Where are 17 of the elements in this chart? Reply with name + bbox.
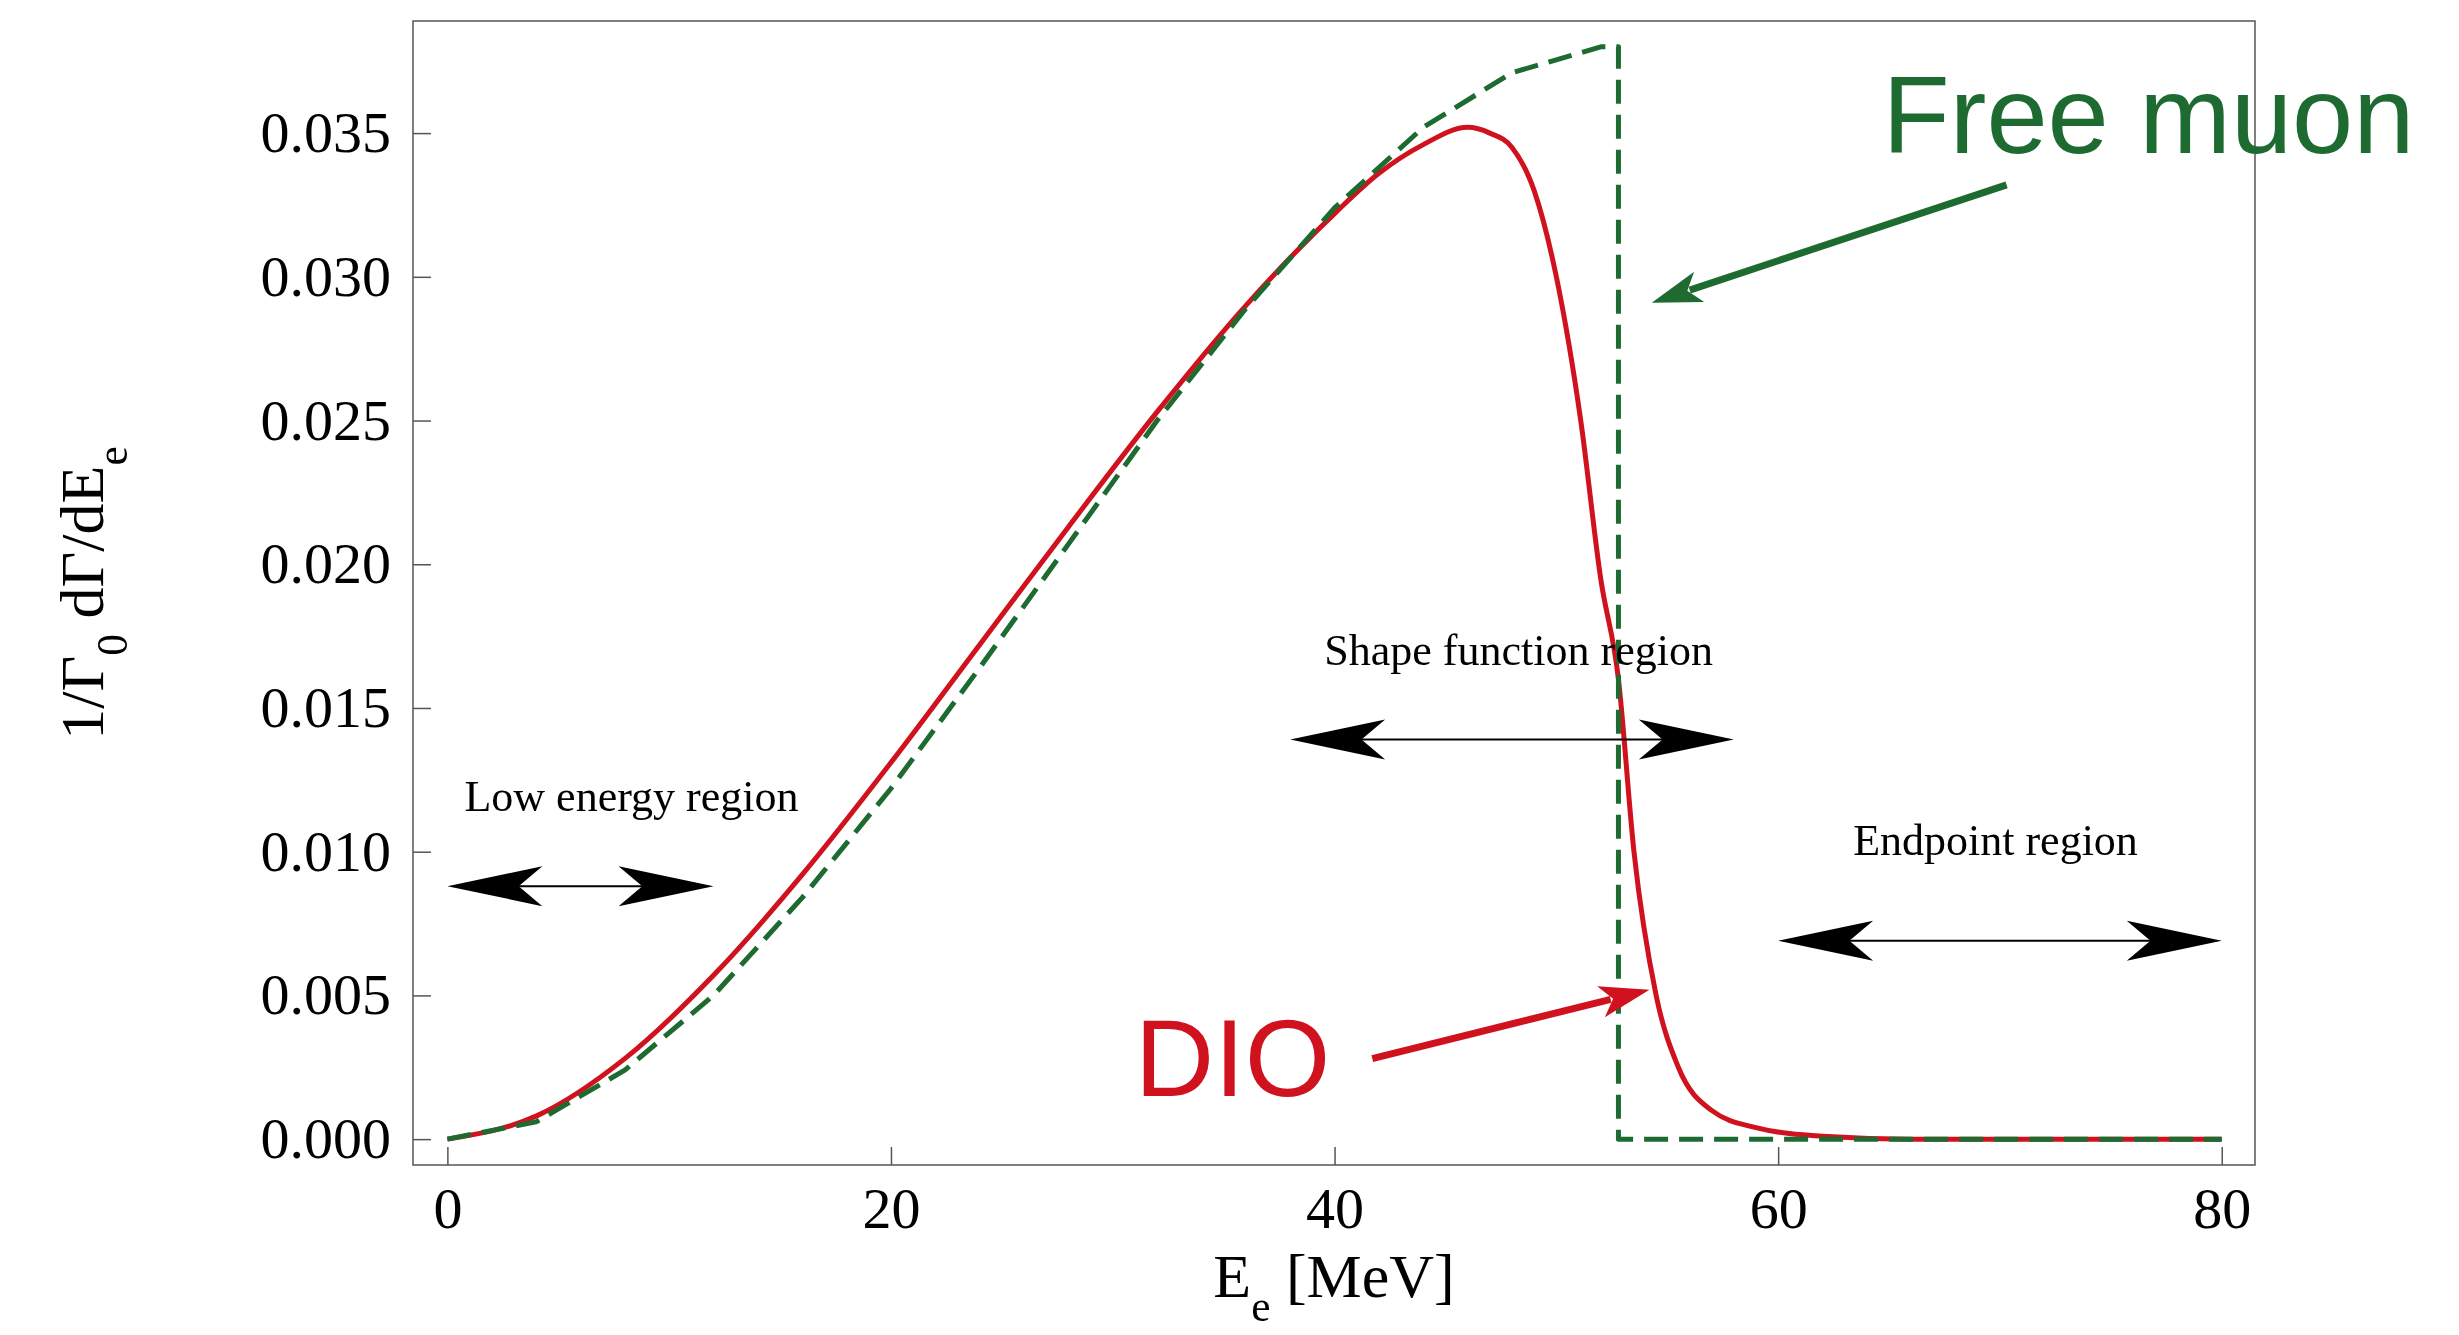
x-tick-label: 80 <box>2193 1176 2252 1242</box>
y-tick-label: 0.025 <box>260 387 391 453</box>
x-axis-title: E$_{e}$ [MeV] <box>1213 1242 1455 1330</box>
y-tick-label: 0.030 <box>260 243 391 309</box>
y-tick-label: 0.020 <box>260 531 391 597</box>
x-tick-label: 20 <box>862 1176 921 1242</box>
legend-label: DIO <box>1134 996 1331 1120</box>
x-tick-label: 0 <box>433 1176 463 1242</box>
x-tick-label: 40 <box>1306 1176 1365 1242</box>
y-tick-label: 0.015 <box>260 675 391 741</box>
y-tick-label: 0.035 <box>260 100 391 166</box>
y-tick-label: 0.010 <box>260 818 391 884</box>
annotation: Low energy region <box>464 772 799 822</box>
y-tick-label: 0.000 <box>260 1106 391 1172</box>
x-tick-label: 60 <box>1749 1176 1808 1242</box>
y-tick-label: 0.005 <box>260 962 391 1028</box>
annotation: Endpoint region <box>1853 815 2138 865</box>
